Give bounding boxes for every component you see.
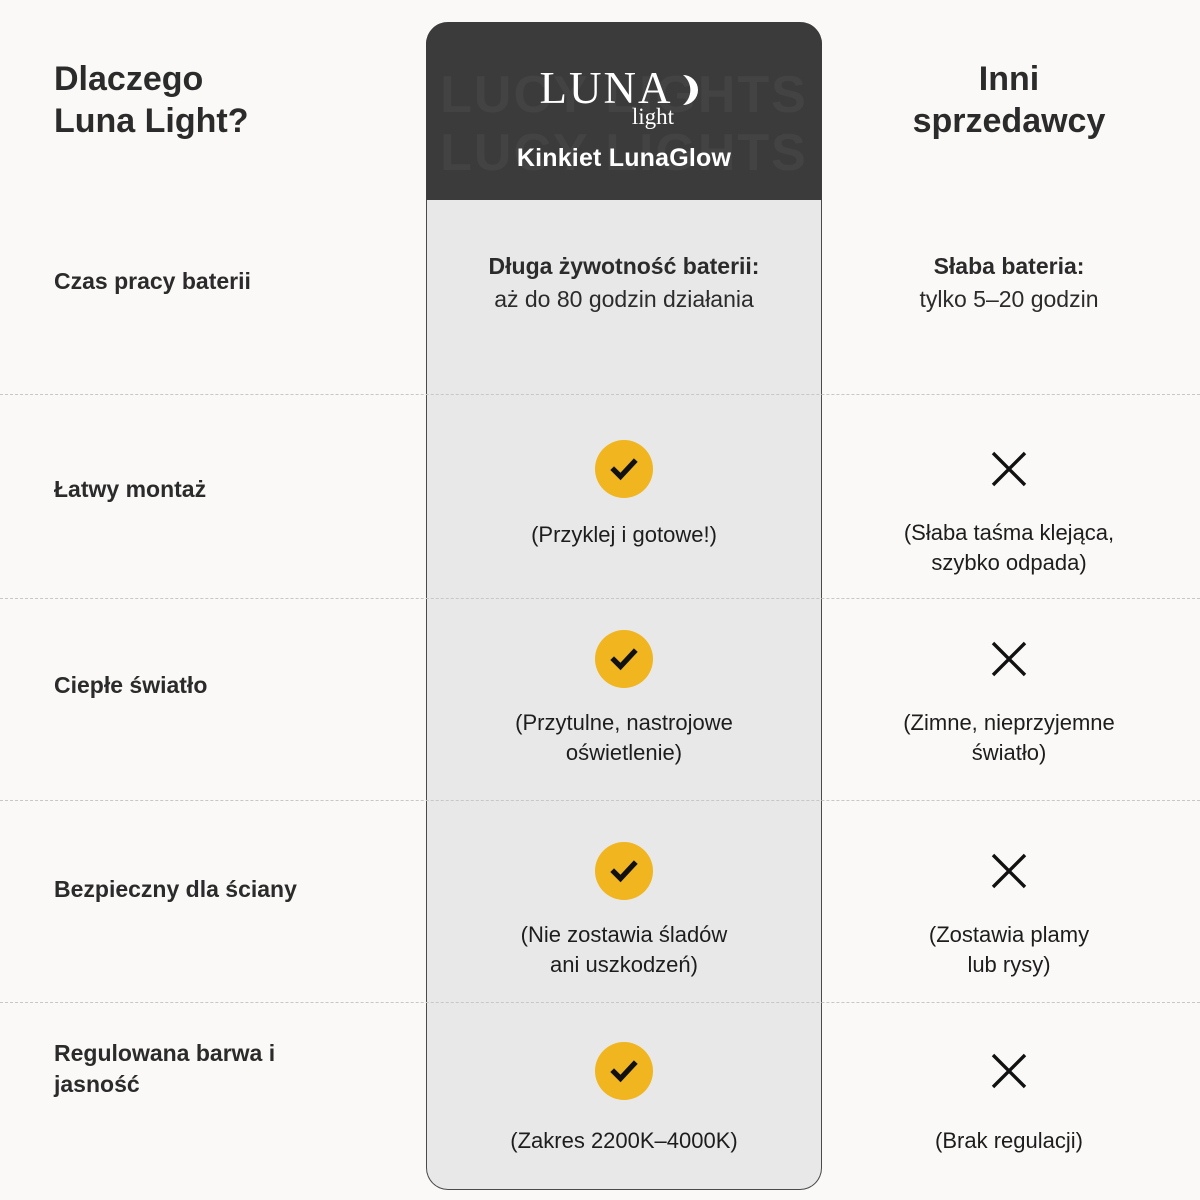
row-others-cell: (Zimne, nieprzyjemne światło) [836,628,1182,768]
left-heading-line-1: Dlaczego [54,60,204,98]
others-note-text: (Brak regulacji) [935,1128,1083,1153]
brand-name-row: LUNA [540,66,709,111]
row-others-cell: (Słaba taśma klejąca, szybko odpada) [836,438,1182,578]
ours-note-text: (Przyklej i gotowe!) [531,522,717,547]
product-column-panel [426,22,822,1190]
row-others-cell: (Brak regulacji) [836,1040,1182,1156]
ours-icon-slot [430,1040,818,1102]
row-divider [0,394,1200,395]
others-note-line-1: (Zimne, nieprzyjemne [903,710,1115,735]
product-column-header: LUCY LIGHTS LUCY LIGHTS LUNA light Kinki… [426,22,822,200]
crescent-moon-icon [674,73,708,107]
x-mark-icon [985,847,1033,895]
row-others-cell: Słaba bateria: tylko 5–20 godzin [836,250,1182,315]
others-note-line-2: szybko odpada) [931,549,1087,575]
others-strong-text: Słaba bateria: [933,253,1085,279]
others-note-line-2: lub rysy) [967,951,1051,977]
row-ours-cell: (Zakres 2200K–4000K) [430,1040,818,1156]
ours-note-line-1: (Przytulne, nastrojowe [515,710,733,735]
others-icon-slot [836,438,1182,500]
row-ours-cell: (Przyklej i gotowe!) [430,438,818,550]
row-label: Ciepłe światło [54,672,208,698]
others-sub-text: tylko 5–20 godzin [919,285,1099,312]
ours-icon-slot [430,840,818,902]
row-label-line-2: jasność [54,1071,140,1098]
others-icon-slot [836,840,1182,902]
right-column-heading: Inni sprzedawcy [836,58,1182,142]
others-icon-slot [836,1040,1182,1102]
ours-note-text: (Zakres 2200K–4000K) [510,1128,738,1153]
product-title: Kinkiet LunaGlow [516,144,732,172]
check-circle-icon [595,1042,653,1100]
row-divider [0,598,1200,599]
row-others-cell: (Zostawia plamy lub rysy) [836,840,1182,980]
others-note-line-1: (Słaba taśma klejąca, [903,520,1115,545]
brand-wordmark: LUNA [539,63,673,113]
row-ours-cell: (Przytulne, nastrojowe oświetlenie) [430,628,818,768]
row-divider [0,1002,1200,1003]
others-note-line-1: (Zostawia plamy [928,922,1090,947]
x-mark-icon [985,445,1033,493]
ours-note-line-1: (Nie zostawia śladów [520,922,728,947]
brand-tagline: light [631,104,675,129]
row-ours-cell: (Nie zostawia śladów ani uszkodzeń) [430,840,818,980]
right-heading-line-1: Inni [978,60,1040,98]
row-label: Czas pracy baterii [54,268,251,294]
check-circle-icon [595,630,653,688]
x-mark-icon [985,1047,1033,1095]
ours-note-line-2: oświetlenie) [565,739,683,765]
row-label: Regulowana barwa i jasność [54,1038,404,1100]
row-label-line-1: Regulowana barwa i [54,1040,276,1066]
ours-sub-text: aż do 80 godzin działania [494,285,754,312]
ours-icon-slot [430,438,818,500]
check-circle-icon [595,440,653,498]
others-note-line-2: światło) [971,739,1047,765]
ours-icon-slot [430,628,818,690]
row-divider [0,800,1200,801]
row-label: Łatwy montaż [54,476,207,502]
left-column-heading: Dlaczego Luna Light? [54,58,404,142]
left-heading-line-2: Luna Light? [54,102,249,141]
x-mark-icon [985,635,1033,683]
ours-strong-text: Długa żywotność baterii: [488,253,760,279]
check-circle-icon [595,842,653,900]
others-icon-slot [836,628,1182,690]
brand-lockup: LUNA light Kinkiet LunaGlow [426,66,822,173]
ours-note-line-2: ani uszkodzeń) [550,951,698,977]
right-heading-line-2: sprzedawcy [912,102,1106,141]
row-ours-cell: Długa żywotność baterii: aż do 80 godzin… [430,250,818,315]
row-label: Bezpieczny dla ściany [54,876,297,902]
